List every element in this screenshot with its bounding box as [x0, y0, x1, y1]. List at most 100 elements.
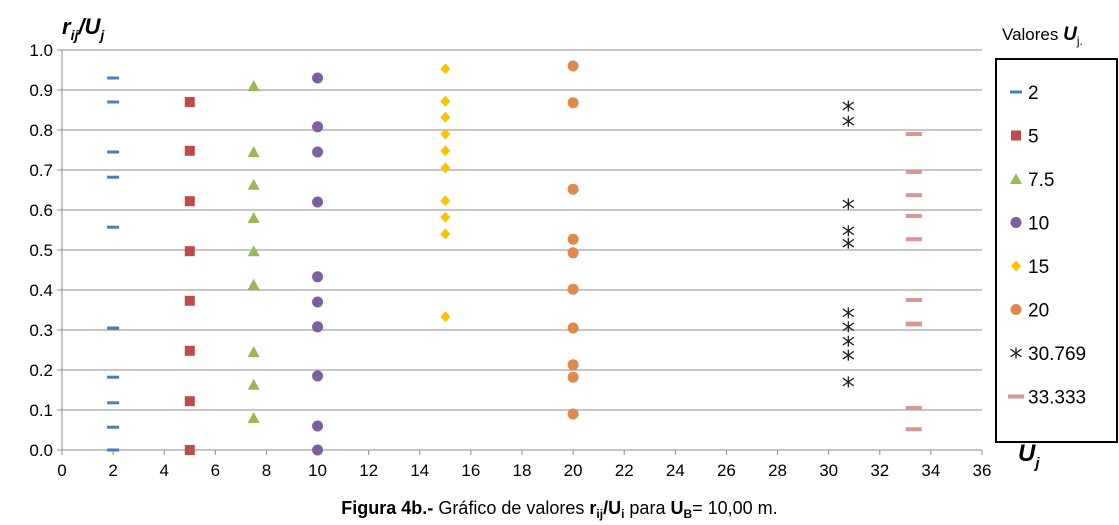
x-tick-label: 34 [921, 461, 940, 480]
x-tick-label: 36 [973, 461, 992, 480]
data-point [567, 247, 579, 259]
legend-marker [1010, 217, 1022, 228]
x-tick-label: 26 [717, 461, 736, 480]
data-point [312, 420, 324, 432]
data-point [842, 335, 855, 347]
x-tick-label: 8 [262, 461, 271, 480]
x-tick-label: 2 [108, 461, 117, 480]
legend-item-20: 20 [1010, 301, 1049, 322]
legend-marker [1010, 304, 1022, 315]
data-point [440, 195, 451, 207]
data-point [312, 296, 324, 308]
caption-r-sub: ij [596, 507, 604, 521]
legend-item-33-333: 33.333 [1008, 388, 1086, 409]
legend-title-text: Valores [1002, 25, 1063, 44]
legend-label: 10 [1028, 214, 1049, 235]
series-5 [184, 97, 195, 455]
data-point [842, 321, 855, 333]
legend-label: 15 [1028, 257, 1049, 278]
legend-item-10: 10 [1010, 214, 1049, 235]
data-point [312, 370, 324, 382]
data-point [312, 121, 324, 133]
data-point [567, 408, 579, 420]
y-tick-labels: 0.0 0.1 0.2 0.3 0.4 0.5 0.6 0.7 0.8 0.9 1.0 [29, 41, 53, 460]
legend-item-5: 5 [1011, 127, 1039, 148]
data-point [842, 115, 855, 127]
data-point [107, 100, 120, 104]
data-point [440, 95, 451, 107]
y-tick-label: 0.6 [29, 201, 53, 220]
data-point [247, 378, 260, 390]
caption-ub-sub: B [683, 507, 693, 521]
y-tick-label: 0.0 [29, 441, 53, 460]
data-point [440, 211, 451, 223]
data-point [184, 246, 195, 257]
data-point [842, 307, 855, 319]
data-point [247, 245, 260, 257]
data-point [567, 233, 579, 245]
data-point [184, 196, 195, 207]
data-point [184, 295, 195, 306]
data-point [567, 97, 579, 109]
legend-item-30-769: 30.769 [1010, 344, 1086, 365]
x-tick-label: 0 [57, 461, 66, 480]
data-point [247, 212, 260, 223]
x-tick-labels: 0 2 4 6 8 10 12 14 16 18 20 22 24 26 28 30 32 34 36 [57, 461, 991, 480]
data-point [842, 376, 855, 388]
legend-label: 5 [1028, 127, 1039, 148]
caption-label: Figura 4b.- [341, 498, 434, 518]
y-tick-label: 1.0 [29, 41, 53, 60]
data-point [567, 283, 579, 295]
data-point [905, 193, 922, 198]
x-tick-label: 12 [359, 461, 378, 480]
data-point [184, 445, 195, 455]
x-tick-label: 30 [819, 461, 838, 480]
legend-marker [1010, 173, 1022, 184]
data-points [107, 60, 922, 456]
caption-text-2: para [624, 498, 671, 518]
grid-lines [62, 49, 982, 411]
y-tick-label: 0.5 [29, 241, 53, 260]
legend-marker [1011, 260, 1021, 272]
data-point [905, 322, 922, 327]
data-point [440, 228, 451, 240]
data-point [184, 97, 195, 107]
data-point [567, 183, 579, 195]
x-tick-label: 18 [513, 461, 532, 480]
y-tick-label: 0.7 [29, 161, 53, 180]
legend-title-var: U [1063, 24, 1078, 45]
data-point [567, 322, 579, 334]
data-point [247, 80, 260, 91]
caption-ub: U [670, 498, 684, 518]
data-point [905, 237, 922, 242]
legend-items: 2 5 7.5 10 15 20 30.769 33.333 [1008, 83, 1086, 409]
y-axis-title-base: r [62, 14, 72, 39]
x-tick-label: 16 [461, 461, 480, 480]
data-point [107, 375, 120, 379]
data-point [312, 196, 324, 208]
data-point [905, 406, 922, 410]
data-point [184, 345, 195, 356]
legend-title-sub: j. [1076, 34, 1083, 48]
legend-label: 7.5 [1028, 170, 1054, 191]
series-33-333 [905, 132, 922, 432]
data-point [107, 76, 120, 80]
data-point [312, 146, 324, 158]
legend-marker [1010, 90, 1022, 94]
y-axis-title-sub: ij [71, 27, 80, 43]
data-point [567, 371, 579, 383]
data-point [107, 175, 120, 179]
data-point [247, 278, 260, 290]
data-point [842, 349, 855, 361]
data-point [567, 359, 579, 371]
data-point [440, 145, 451, 157]
data-point [440, 128, 451, 140]
data-point [107, 448, 120, 452]
y-tick-label: 0.4 [29, 281, 53, 300]
x-tick-label: 4 [159, 461, 168, 480]
data-point [567, 60, 579, 72]
data-point [905, 170, 922, 174]
legend-label: 33.333 [1028, 388, 1086, 409]
series-30-769 [842, 100, 855, 388]
